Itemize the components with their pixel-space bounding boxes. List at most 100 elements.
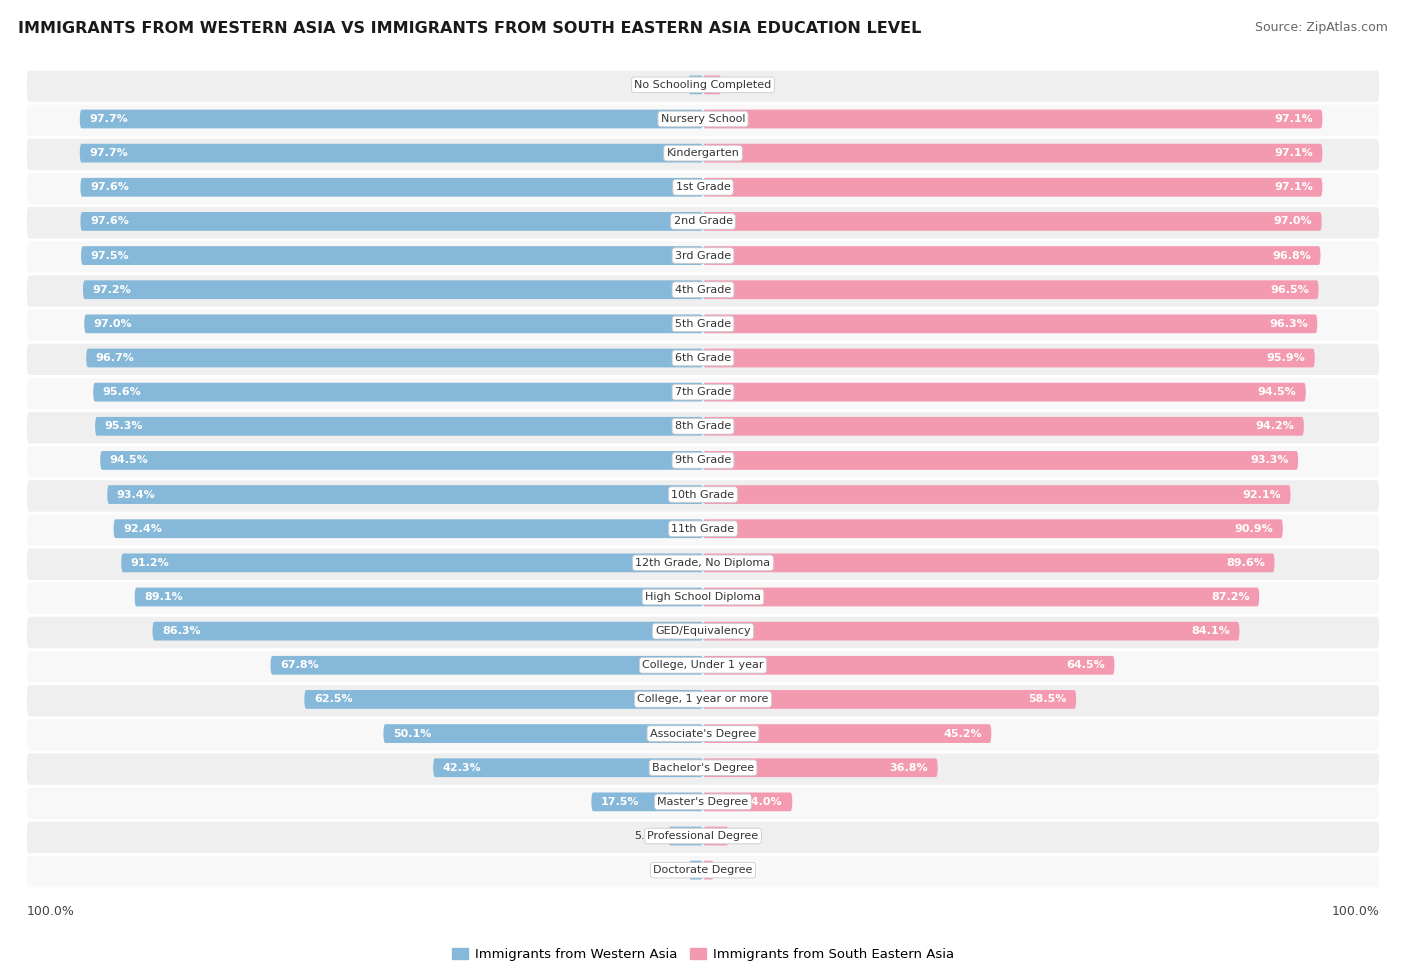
Text: 95.3%: 95.3%	[104, 421, 143, 431]
FancyBboxPatch shape	[27, 788, 1379, 819]
Text: 14.0%: 14.0%	[744, 797, 783, 807]
FancyBboxPatch shape	[80, 143, 703, 163]
FancyBboxPatch shape	[703, 827, 728, 845]
Text: 84.1%: 84.1%	[1191, 626, 1230, 636]
Text: 96.8%: 96.8%	[1272, 251, 1310, 260]
Text: 5th Grade: 5th Grade	[675, 319, 731, 329]
FancyBboxPatch shape	[703, 520, 1282, 538]
Text: Nursery School: Nursery School	[661, 114, 745, 124]
Text: Doctorate Degree: Doctorate Degree	[654, 865, 752, 876]
FancyBboxPatch shape	[703, 281, 1319, 299]
FancyBboxPatch shape	[27, 104, 1379, 137]
FancyBboxPatch shape	[669, 827, 703, 845]
Text: No Schooling Completed: No Schooling Completed	[634, 80, 772, 90]
Text: Master's Degree: Master's Degree	[658, 797, 748, 807]
Text: 58.5%: 58.5%	[1028, 694, 1067, 705]
Text: 96.5%: 96.5%	[1270, 285, 1309, 294]
Text: 7th Grade: 7th Grade	[675, 387, 731, 397]
FancyBboxPatch shape	[27, 70, 1379, 102]
FancyBboxPatch shape	[107, 486, 703, 504]
FancyBboxPatch shape	[703, 861, 714, 879]
FancyBboxPatch shape	[27, 275, 1379, 307]
Text: 97.2%: 97.2%	[93, 285, 131, 294]
Text: 36.8%: 36.8%	[890, 762, 928, 773]
FancyBboxPatch shape	[86, 349, 703, 368]
Text: 86.3%: 86.3%	[162, 626, 201, 636]
Text: 2.3%: 2.3%	[654, 80, 682, 90]
Text: 67.8%: 67.8%	[280, 660, 319, 670]
Text: Professional Degree: Professional Degree	[647, 831, 759, 841]
Text: 1.7%: 1.7%	[720, 865, 748, 876]
FancyBboxPatch shape	[703, 793, 793, 811]
FancyBboxPatch shape	[27, 754, 1379, 785]
FancyBboxPatch shape	[80, 212, 703, 231]
FancyBboxPatch shape	[689, 75, 703, 95]
Legend: Immigrants from Western Asia, Immigrants from South Eastern Asia: Immigrants from Western Asia, Immigrants…	[453, 948, 953, 960]
Text: 64.5%: 64.5%	[1066, 660, 1105, 670]
FancyBboxPatch shape	[27, 343, 1379, 375]
FancyBboxPatch shape	[703, 759, 938, 777]
FancyBboxPatch shape	[703, 75, 721, 95]
FancyBboxPatch shape	[27, 822, 1379, 853]
FancyBboxPatch shape	[703, 109, 1323, 129]
Text: 2.2%: 2.2%	[654, 865, 682, 876]
FancyBboxPatch shape	[27, 720, 1379, 751]
FancyBboxPatch shape	[80, 177, 703, 197]
FancyBboxPatch shape	[100, 451, 703, 470]
Text: 100.0%: 100.0%	[1331, 905, 1379, 917]
FancyBboxPatch shape	[83, 281, 703, 299]
FancyBboxPatch shape	[27, 309, 1379, 341]
Text: 92.4%: 92.4%	[124, 524, 162, 533]
FancyBboxPatch shape	[703, 656, 1115, 675]
Text: 97.1%: 97.1%	[1274, 148, 1313, 158]
Text: 90.9%: 90.9%	[1234, 524, 1274, 533]
Text: 1st Grade: 1st Grade	[676, 182, 730, 192]
Text: 50.1%: 50.1%	[392, 728, 432, 739]
FancyBboxPatch shape	[27, 412, 1379, 444]
Text: GED/Equivalency: GED/Equivalency	[655, 626, 751, 636]
FancyBboxPatch shape	[703, 143, 1323, 163]
Text: 8th Grade: 8th Grade	[675, 421, 731, 431]
Text: 97.5%: 97.5%	[90, 251, 129, 260]
Text: 17.5%: 17.5%	[600, 797, 640, 807]
Text: 62.5%: 62.5%	[314, 694, 353, 705]
Text: 92.1%: 92.1%	[1241, 489, 1281, 499]
Text: 10th Grade: 10th Grade	[672, 489, 734, 499]
Text: 95.9%: 95.9%	[1267, 353, 1305, 363]
Text: Bachelor's Degree: Bachelor's Degree	[652, 762, 754, 773]
Text: 4th Grade: 4th Grade	[675, 285, 731, 294]
Text: 97.1%: 97.1%	[1274, 114, 1313, 124]
FancyBboxPatch shape	[27, 447, 1379, 478]
Text: 45.2%: 45.2%	[943, 728, 981, 739]
Text: High School Diploma: High School Diploma	[645, 592, 761, 602]
Text: College, Under 1 year: College, Under 1 year	[643, 660, 763, 670]
Text: 93.3%: 93.3%	[1250, 455, 1288, 465]
FancyBboxPatch shape	[592, 793, 703, 811]
FancyBboxPatch shape	[703, 212, 1322, 231]
Text: 97.6%: 97.6%	[90, 216, 129, 226]
Text: 12th Grade, No Diploma: 12th Grade, No Diploma	[636, 558, 770, 567]
Text: 94.5%: 94.5%	[1257, 387, 1296, 397]
Text: 94.2%: 94.2%	[1256, 421, 1295, 431]
Text: 97.7%: 97.7%	[90, 148, 128, 158]
FancyBboxPatch shape	[703, 690, 1076, 709]
FancyBboxPatch shape	[27, 856, 1379, 887]
Text: 5.4%: 5.4%	[634, 831, 662, 841]
Text: IMMIGRANTS FROM WESTERN ASIA VS IMMIGRANTS FROM SOUTH EASTERN ASIA EDUCATION LEV: IMMIGRANTS FROM WESTERN ASIA VS IMMIGRAN…	[18, 21, 922, 36]
FancyBboxPatch shape	[27, 481, 1379, 512]
FancyBboxPatch shape	[27, 549, 1379, 580]
Text: 89.6%: 89.6%	[1226, 558, 1265, 567]
Text: 42.3%: 42.3%	[443, 762, 481, 773]
Text: 97.0%: 97.0%	[1274, 216, 1312, 226]
Text: 11th Grade: 11th Grade	[672, 524, 734, 533]
FancyBboxPatch shape	[93, 383, 703, 402]
FancyBboxPatch shape	[384, 724, 703, 743]
Text: Source: ZipAtlas.com: Source: ZipAtlas.com	[1254, 21, 1388, 34]
FancyBboxPatch shape	[703, 588, 1260, 606]
Text: 96.3%: 96.3%	[1270, 319, 1308, 329]
Text: 6th Grade: 6th Grade	[675, 353, 731, 363]
FancyBboxPatch shape	[27, 651, 1379, 682]
FancyBboxPatch shape	[703, 554, 1275, 572]
FancyBboxPatch shape	[433, 759, 703, 777]
FancyBboxPatch shape	[27, 377, 1379, 409]
